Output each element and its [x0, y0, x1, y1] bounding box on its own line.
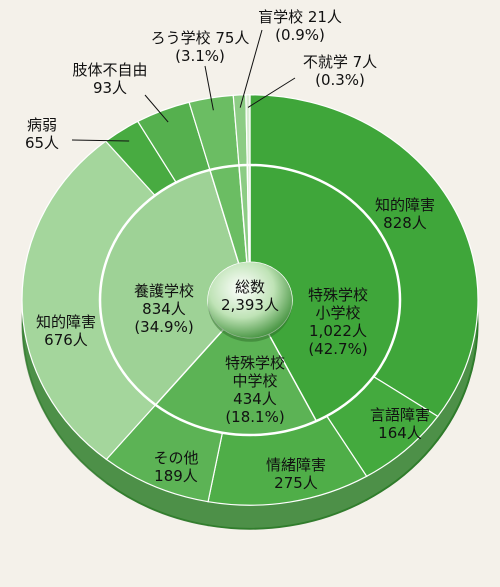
inner-label-2: 養護学校 834人(34.9%) [134, 282, 194, 336]
external-label-0: 病弱 65人 [25, 116, 59, 152]
hub-sphere [208, 262, 292, 338]
inner-ring [98, 163, 402, 437]
outer-label-0: 知的障害 828人 [375, 196, 435, 232]
outer-label-3: その他 189人 [153, 449, 198, 485]
outer-label-4: 知的障害 676人 [36, 313, 96, 349]
ring-divider [98, 163, 402, 437]
leader-lines [71, 29, 296, 142]
external-label-1: 肢体不自由 93人 [72, 61, 147, 97]
outer-label-1: 言語障害 164人 [370, 406, 430, 442]
external-label-4: 不就学 7人(0.3%) [303, 53, 377, 89]
center-hub [208, 262, 292, 342]
external-label-2: ろう学校 75人(3.1%) [151, 29, 250, 65]
leader-line-2 [204, 65, 214, 111]
leader-line-0 [71, 139, 130, 142]
external-label-3: 盲学校 21人(0.9%) [258, 8, 342, 44]
outer-slice-9 [245, 94, 251, 166]
outer-ring [21, 94, 479, 506]
leader-line-4 [247, 77, 296, 108]
inner-label-0: 特殊学校小学校 1,022人(42.7%) [308, 286, 368, 358]
leader-line-1 [144, 94, 169, 123]
leader-line-3 [239, 29, 263, 108]
inner-label-1: 特殊学校中学校 434人(18.1%) [225, 354, 285, 426]
outer-label-2: 情緒障害 275人 [266, 456, 326, 492]
center-total-label: 総数 2,393人 [221, 278, 279, 314]
